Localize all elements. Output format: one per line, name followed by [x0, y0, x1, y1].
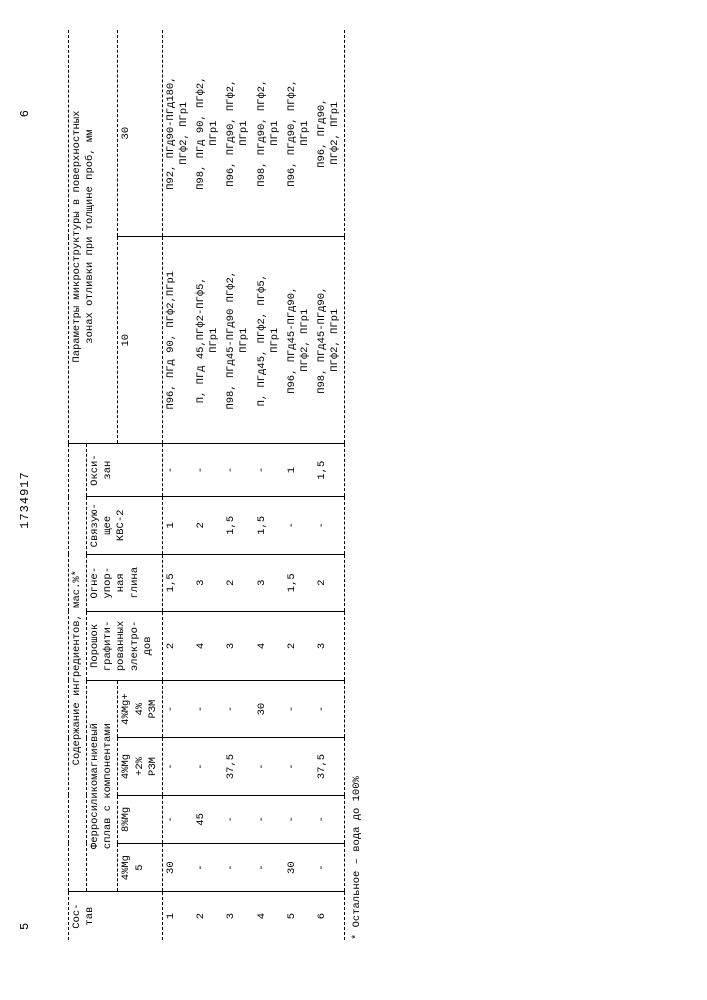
- th-sostav: Сос- тав: [69, 892, 163, 940]
- cell-a: 30: [284, 844, 314, 892]
- th-m10: 10: [118, 237, 162, 444]
- cell-c: -: [284, 738, 314, 795]
- cell-f: 2: [314, 554, 345, 611]
- table-row: 6 - - 37,5 - 3 2 - 1,5 П98, ПГд45-ПГд90,…: [314, 30, 345, 940]
- cell-d: -: [284, 680, 314, 737]
- th-oksi: Окси- зан: [87, 444, 163, 497]
- cell-h: -: [223, 444, 253, 497]
- cell-b: -: [314, 795, 345, 843]
- cell-n: 5: [284, 892, 314, 940]
- table-row: 4 - - - 30 4 3 1,5 - П, ПГд45, ПГф2, ПГф…: [254, 30, 284, 940]
- cell-g: 2: [193, 497, 223, 554]
- page-number-right: 6: [18, 110, 32, 117]
- cell-h: -: [193, 444, 223, 497]
- cell-n: 1: [162, 892, 193, 940]
- cell-d: 30: [254, 680, 284, 737]
- cell-a: -: [254, 844, 284, 892]
- table-row: 3 - - 37,5 - 3 2 1,5 - П98, ПГд45-ПГд90 …: [223, 30, 253, 940]
- cell-m30: П96, ПГд90, ПГф2, ПГр1: [223, 30, 253, 237]
- cell-e: 3: [314, 611, 345, 680]
- composition-table: Сос- тав Содержание ингредиентов, мас.%*…: [68, 30, 345, 940]
- cell-n: 3: [223, 892, 253, 940]
- cell-g: 1,5: [254, 497, 284, 554]
- cell-d: -: [223, 680, 253, 737]
- cell-a: -: [223, 844, 253, 892]
- cell-c: -: [254, 738, 284, 795]
- cell-m10: П, ПГд 45,ПГф2-ПГф5, ПГр1: [193, 237, 223, 444]
- th-ferro-c: 4%Mg +2% РЗМ: [118, 738, 162, 795]
- th-poroshok: Порошок графити- рованных электро- дов: [87, 611, 163, 680]
- cell-b: -: [254, 795, 284, 843]
- cell-g: -: [284, 497, 314, 554]
- cell-f: 1,5: [162, 554, 193, 611]
- cell-a: 30: [162, 844, 193, 892]
- cell-m30: П98, ПГд 90, ПГф2, ПГр1: [193, 30, 223, 237]
- th-glina: Огне- упор- ная глина: [87, 554, 163, 611]
- cell-a: -: [314, 844, 345, 892]
- cell-e: 4: [254, 611, 284, 680]
- table-footnote: * Остальное – вода до 100%: [351, 30, 363, 940]
- cell-d: -: [162, 680, 193, 737]
- cell-m30: П96, ПГд90, ПГф2, ПГр1: [284, 30, 314, 237]
- th-ferro-a: 4%Mg 5: [118, 844, 162, 892]
- cell-g: -: [314, 497, 345, 554]
- cell-a: -: [193, 844, 223, 892]
- cell-d: -: [193, 680, 223, 737]
- cell-h: 1,5: [314, 444, 345, 497]
- th-m30: 30: [118, 30, 162, 237]
- cell-e: 2: [162, 611, 193, 680]
- cell-c: 37,5: [314, 738, 345, 795]
- cell-h: -: [162, 444, 193, 497]
- th-ferro-b: 8%Mg: [118, 795, 162, 843]
- cell-b: 45: [193, 795, 223, 843]
- cell-d: -: [314, 680, 345, 737]
- table-row: 1 30 - - - 2 1,5 1 - П96, ПГд 90, ПГф2,П…: [162, 30, 193, 940]
- cell-m10: П96, ПГд45-ПГд90, ПГф2, ПГр1: [284, 237, 314, 444]
- cell-n: 6: [314, 892, 345, 940]
- cell-f: 2: [223, 554, 253, 611]
- cell-c: -: [162, 738, 193, 795]
- cell-c: 37,5: [223, 738, 253, 795]
- cell-g: 1,5: [223, 497, 253, 554]
- cell-e: 3: [223, 611, 253, 680]
- cell-m30: П92, ПГд90-ПГд180, ПГф2, ПГр1: [162, 30, 193, 237]
- th-soderzh: Содержание ингредиентов, мас.%*: [69, 444, 87, 892]
- cell-b: -: [223, 795, 253, 843]
- cell-b: -: [162, 795, 193, 843]
- cell-m30: П96, ПГд90, ПГф2, ПГр1: [314, 30, 345, 237]
- cell-b: -: [284, 795, 314, 843]
- th-micro-group: Параметры микроструктуры в поверхностных…: [69, 30, 118, 444]
- cell-m10: П98, ПГд45-ПГд90, ПГф2, ПГр1: [314, 237, 345, 444]
- th-ferro-group: Ферросиликомагниевый сплав с компонентам…: [87, 680, 118, 891]
- th-ferro-d: 4%Mg+ 4% РЗМ: [118, 680, 162, 737]
- cell-f: 1,5: [284, 554, 314, 611]
- cell-e: 2: [284, 611, 314, 680]
- cell-g: 1: [162, 497, 193, 554]
- cell-m10: П96, ПГд 90, ПГф2,ПГр1: [162, 237, 193, 444]
- table-row: 2 - 45 - - 4 3 2 - П, ПГд 45,ПГф2-ПГф5, …: [193, 30, 223, 940]
- cell-m30: П98, ПГд90, ПГф2, ПГр1: [254, 30, 284, 237]
- cell-h: 1: [284, 444, 314, 497]
- cell-n: 4: [254, 892, 284, 940]
- cell-c: -: [193, 738, 223, 795]
- cell-n: 2: [193, 892, 223, 940]
- document-number: 1734917: [18, 0, 32, 1000]
- table-row: 5 30 - - - 2 1,5 - 1 П96, ПГд45-ПГд90, П…: [284, 30, 314, 940]
- th-svyaz: Связую- щее КВС-2: [87, 497, 163, 554]
- cell-f: 3: [193, 554, 223, 611]
- cell-m10: П, ПГд45, ПГф2, ПГф5, ПГр1: [254, 237, 284, 444]
- cell-h: -: [254, 444, 284, 497]
- cell-f: 3: [254, 554, 284, 611]
- cell-e: 4: [193, 611, 223, 680]
- cell-m10: П98, ПГд45-ПГд90 ПГф2, ПГр1: [223, 237, 253, 444]
